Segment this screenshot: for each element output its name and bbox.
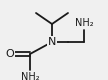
Text: O: O (6, 49, 14, 59)
Text: N: N (48, 37, 56, 47)
Text: NH₂: NH₂ (75, 18, 93, 28)
Text: NH₂: NH₂ (21, 72, 39, 80)
